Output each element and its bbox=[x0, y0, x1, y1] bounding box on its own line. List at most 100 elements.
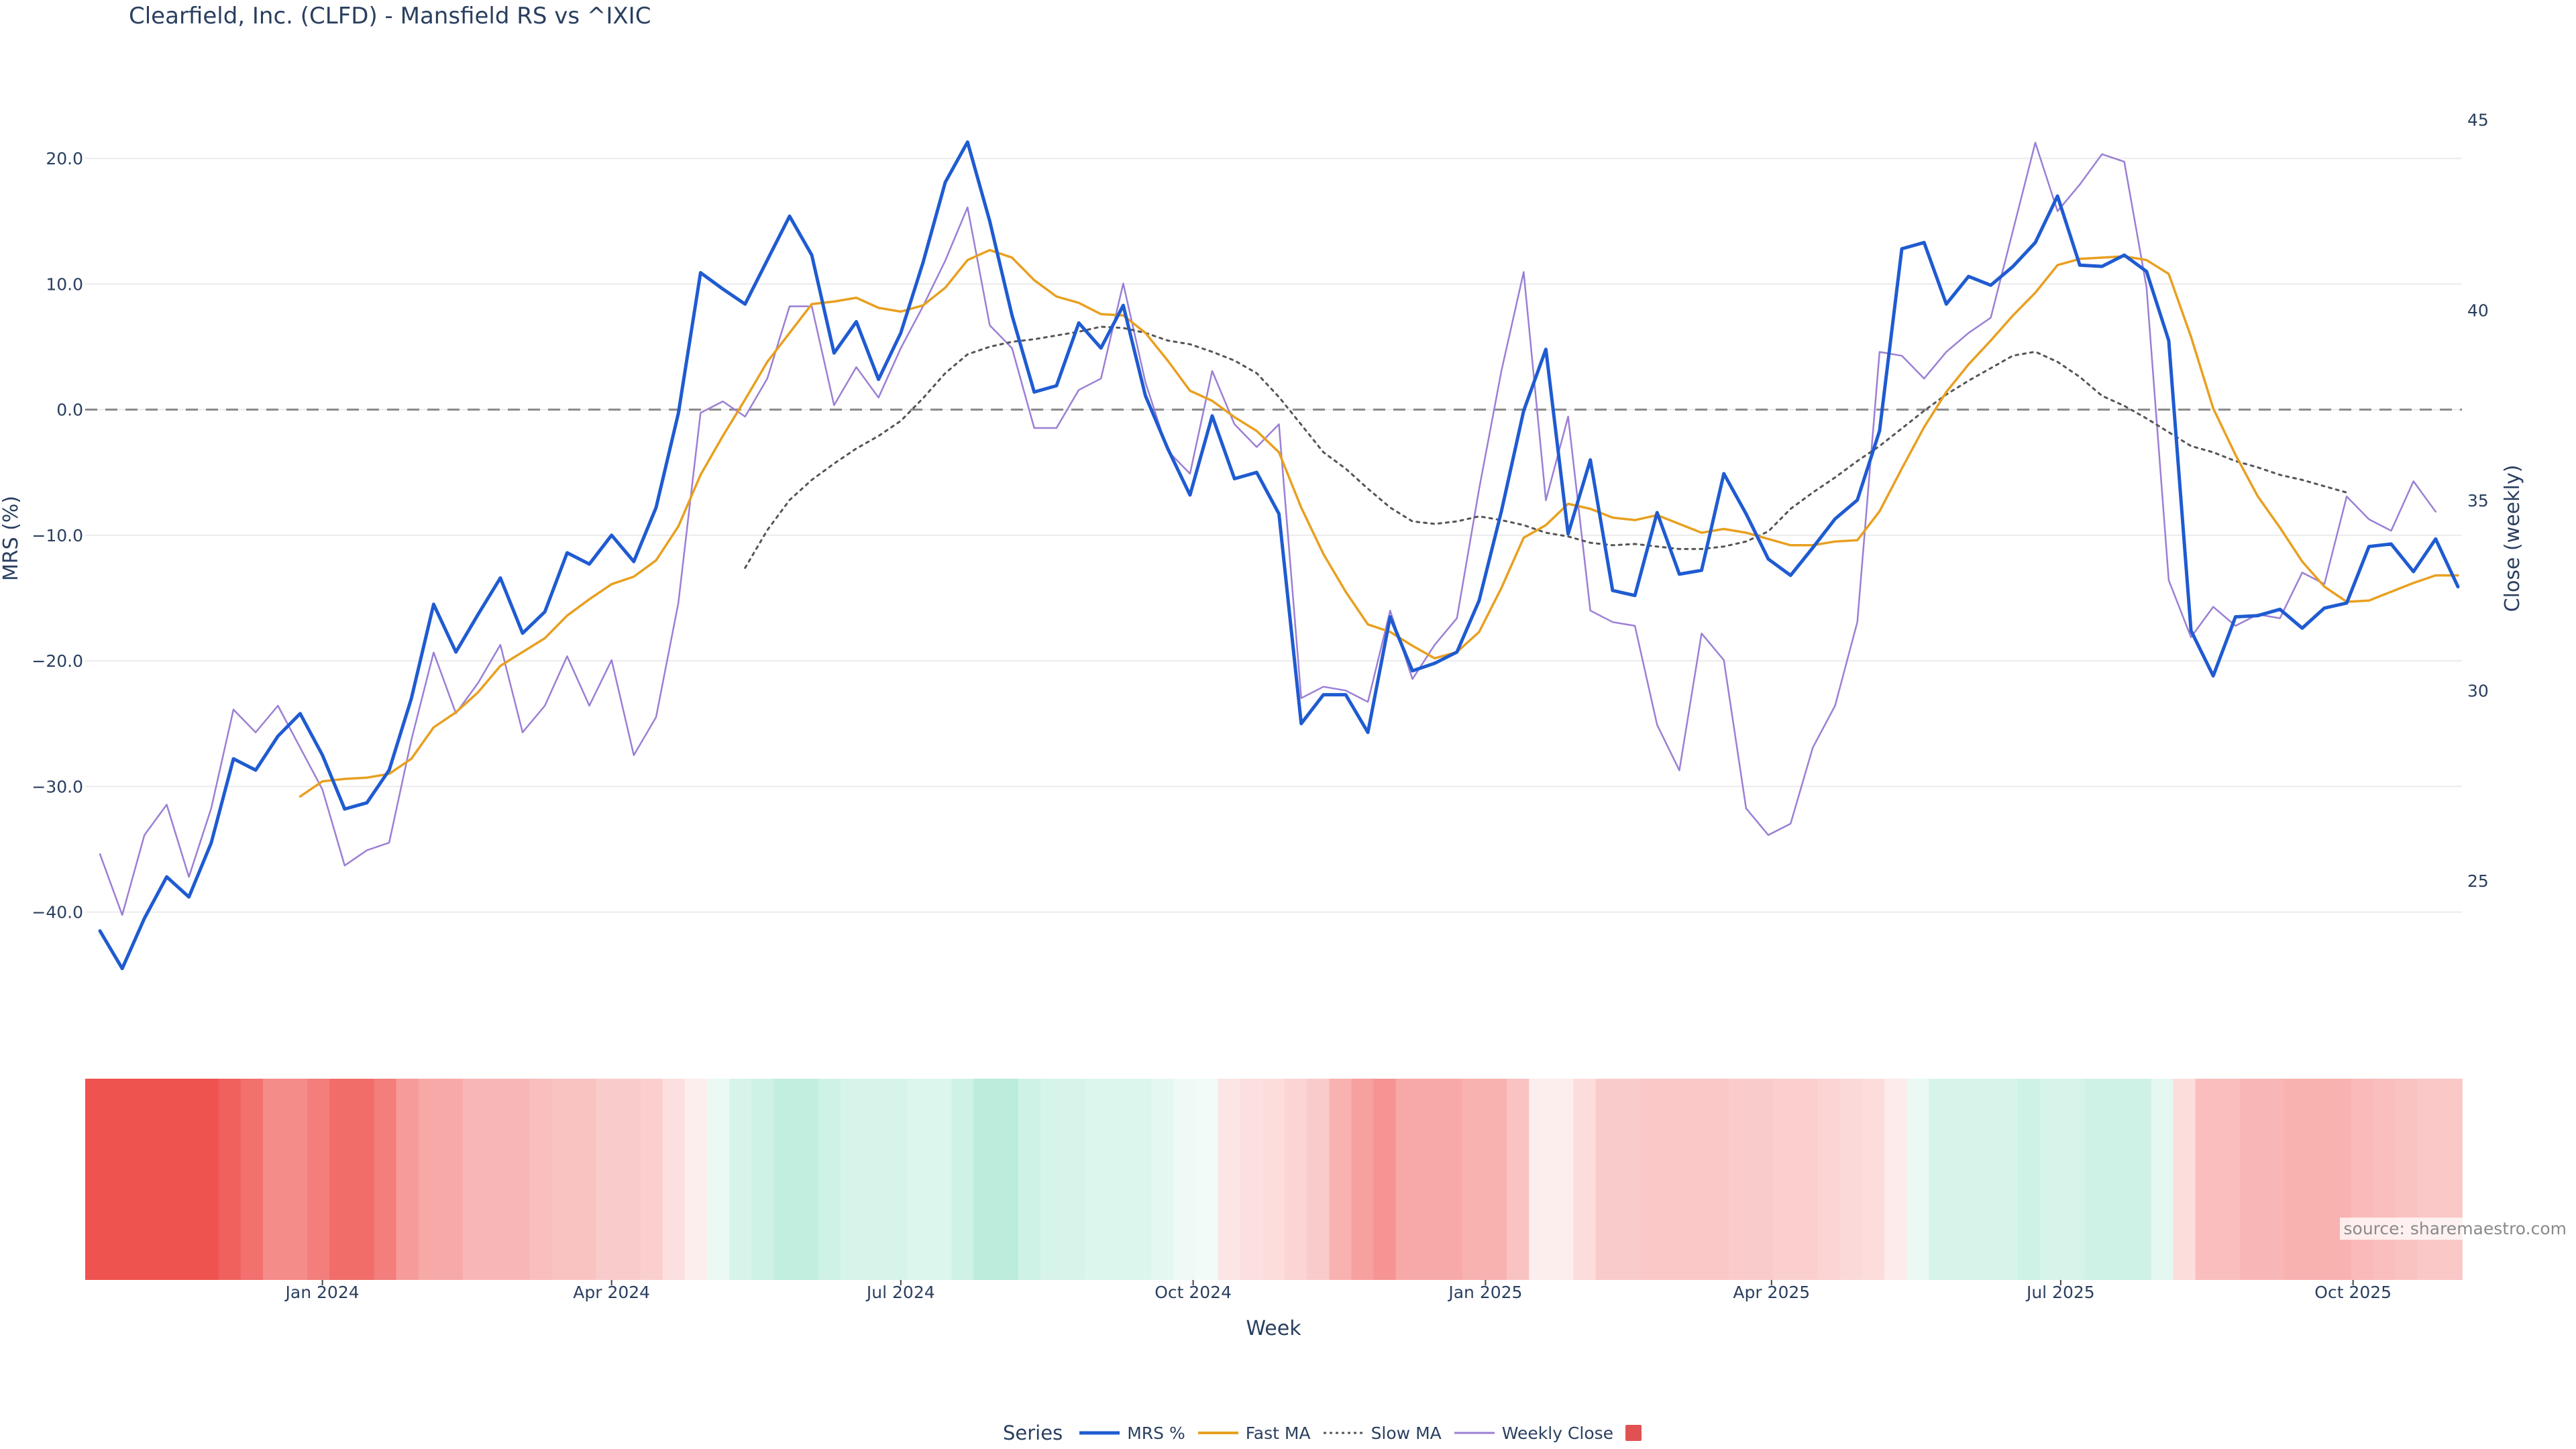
y-tick-label: −40.0 bbox=[32, 903, 83, 922]
heatmap-cell bbox=[2261, 1079, 2285, 1280]
heatmap-cell bbox=[1018, 1079, 1041, 1280]
heatmap-cell bbox=[551, 1079, 575, 1280]
series-line-slow-ma bbox=[744, 325, 2348, 569]
heatmap-cell bbox=[1107, 1079, 1130, 1280]
y-tick-label: 10.0 bbox=[46, 274, 83, 294]
heatmap-cell bbox=[1773, 1079, 1796, 1280]
x-tick-label: Apr 2025 bbox=[1733, 1283, 1810, 1302]
heatmap-cell bbox=[507, 1079, 531, 1280]
x-tick-label: Jul 2024 bbox=[865, 1283, 935, 1302]
legend-swatch-slow-ma bbox=[1323, 1432, 1364, 1434]
heatmap-cell bbox=[1507, 1079, 1530, 1280]
grid-layer bbox=[85, 158, 2462, 913]
heatmap-cell bbox=[640, 1079, 663, 1280]
heatmap-cell bbox=[1529, 1079, 1552, 1280]
heatmap-cell bbox=[2217, 1079, 2241, 1280]
heatmap-cell bbox=[1329, 1079, 1352, 1280]
heatmap-cell bbox=[307, 1079, 331, 1280]
heatmap-cell bbox=[1684, 1079, 1707, 1280]
y-tick-label: 0.0 bbox=[56, 400, 83, 420]
heatmap-cell bbox=[1751, 1079, 1774, 1280]
source-note: source: sharemaestro.com bbox=[2339, 1218, 2571, 1240]
legend-swatch-fast-ma bbox=[1197, 1432, 1238, 1434]
heatmap-cell bbox=[2061, 1079, 2085, 1280]
heatmap-cell bbox=[1351, 1079, 1375, 1280]
heatmap-cell bbox=[262, 1079, 286, 1280]
heatmap-cell bbox=[1062, 1079, 1085, 1280]
heatmap-cell bbox=[1884, 1079, 1907, 1280]
heatmap-cell bbox=[973, 1079, 997, 1280]
legend-item-slow-ma[interactable]: Slow MA bbox=[1323, 1424, 1442, 1443]
heatmap-cell bbox=[2106, 1079, 2130, 1280]
heatmap-cell bbox=[662, 1079, 686, 1280]
heatmap-cell bbox=[996, 1079, 1019, 1280]
heatmap-cell bbox=[1173, 1079, 1197, 1280]
heatmap-cell bbox=[462, 1079, 486, 1280]
legend-item-mrs[interactable]: MRS % bbox=[1079, 1424, 1185, 1443]
heatmap-cell bbox=[107, 1079, 131, 1280]
legend-label-mrs: MRS % bbox=[1127, 1423, 1185, 1443]
heatmap-cell bbox=[1551, 1079, 1574, 1280]
legend-swatch-weekly-close bbox=[1454, 1432, 1495, 1434]
heatmap-cell bbox=[1151, 1079, 1175, 1280]
heatmap-cell bbox=[885, 1079, 908, 1280]
heatmap-cell bbox=[2151, 1079, 2174, 1280]
heatmap-cell bbox=[329, 1079, 353, 1280]
heatmap-cell bbox=[240, 1079, 264, 1280]
legend-title: Series bbox=[1003, 1421, 1063, 1444]
heatmap-cell bbox=[1862, 1079, 1885, 1280]
legend: Series MRS % Fast MA Slow MA Weekly Clos… bbox=[1003, 1417, 1642, 1449]
heatmap-cell bbox=[1951, 1079, 1974, 1280]
heatmap-cell bbox=[2395, 1079, 2418, 1280]
heatmap-cell bbox=[707, 1079, 731, 1280]
x-tick-label: Jul 2025 bbox=[2025, 1283, 2095, 1302]
x-tick-label: Apr 2024 bbox=[573, 1283, 650, 1302]
heatmap-cell bbox=[951, 1079, 975, 1280]
y2-tick-label: 45 bbox=[2467, 111, 2489, 130]
heatmap-cell bbox=[2284, 1079, 2308, 1280]
y-axis-title: MRS (%) bbox=[0, 496, 23, 581]
heatmap-cell bbox=[440, 1079, 464, 1280]
heatmap-cell bbox=[174, 1079, 197, 1280]
heatmap-cell bbox=[2351, 1079, 2374, 1280]
heatmap-cell bbox=[1462, 1079, 1485, 1280]
heatmap-cell bbox=[152, 1079, 175, 1280]
legend-item-weekly-close[interactable]: Weekly Close bbox=[1454, 1424, 1613, 1443]
heatmap-cell bbox=[1662, 1079, 1685, 1280]
heatmap-cell bbox=[1929, 1079, 1952, 1280]
heatmap-cell bbox=[1307, 1079, 1330, 1280]
y-tick-label: −20.0 bbox=[32, 651, 83, 671]
heatmap-cell bbox=[1195, 1079, 1219, 1280]
heatmap-cell bbox=[352, 1079, 375, 1280]
heatmap-cell bbox=[618, 1079, 641, 1280]
heatmap-cell bbox=[1440, 1079, 1463, 1280]
heatmap-cell bbox=[1839, 1079, 1863, 1280]
heatmap-cell bbox=[1817, 1079, 1841, 1280]
heatmap-cell bbox=[1373, 1079, 1397, 1280]
y2-tick-label: 40 bbox=[2467, 301, 2489, 320]
heatmap-cell bbox=[862, 1079, 885, 1280]
y-tick-label: 20.0 bbox=[46, 149, 83, 168]
heatmap-cell bbox=[1595, 1079, 1619, 1280]
y-tick-label: −10.0 bbox=[32, 526, 83, 545]
heatmap-cell bbox=[1995, 1079, 2019, 1280]
heatmap-cell bbox=[1640, 1079, 1663, 1280]
series-line-mrs bbox=[98, 140, 2460, 971]
heatmap-cell bbox=[1729, 1079, 1752, 1280]
y2-axis-title: Close (weekly) bbox=[2501, 465, 2524, 612]
heatmap-cell bbox=[729, 1079, 753, 1280]
y-tick-label: −30.0 bbox=[32, 777, 83, 796]
legend-label-fast-ma: Fast MA bbox=[1245, 1423, 1311, 1443]
legend-item-fast-ma[interactable]: Fast MA bbox=[1197, 1424, 1311, 1443]
heatmap-cell bbox=[2417, 1079, 2440, 1280]
legend-swatch-heatmap bbox=[1625, 1425, 1642, 1441]
heatmap-cell bbox=[596, 1079, 619, 1280]
heatmap-cell bbox=[818, 1079, 841, 1280]
heatmap-cell bbox=[1085, 1079, 1108, 1280]
legend-item-heatmap[interactable] bbox=[1625, 1425, 1642, 1441]
heatmap-cell bbox=[1129, 1079, 1152, 1280]
x-tick-label: Oct 2025 bbox=[2314, 1283, 2392, 1302]
heatmap-cell bbox=[2439, 1079, 2463, 1280]
series-layer bbox=[98, 140, 2460, 971]
